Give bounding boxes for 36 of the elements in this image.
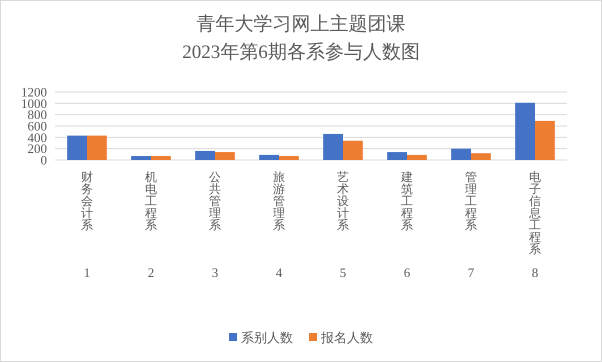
bar xyxy=(343,140,363,160)
bar xyxy=(67,136,87,160)
x-tick-label: 机电工程系 xyxy=(145,170,157,232)
x-tick-label: 旅游管理系 xyxy=(273,170,285,232)
text: 4 xyxy=(276,265,283,280)
text: 8 xyxy=(532,265,538,280)
x-tick-label: 电子信息工程系 xyxy=(528,170,541,256)
chart-subtitle: 2023年第6期各系参与人数图 xyxy=(182,42,420,63)
text: 6 xyxy=(404,265,411,280)
chart-title: 青年大学习网上主题团课 xyxy=(196,13,406,35)
text: 7 xyxy=(468,265,475,280)
x-tick-label: 财务会计系 xyxy=(81,170,93,232)
x-tick-label: 公共管理系 xyxy=(209,170,221,232)
legend-label: 报名人数 xyxy=(320,330,373,345)
text: 2 xyxy=(148,265,154,280)
bar xyxy=(279,156,299,160)
legend-label: 系别人数 xyxy=(241,330,293,345)
bar xyxy=(151,156,171,160)
bar xyxy=(387,152,407,160)
x-tick-label: 艺术设计系 xyxy=(337,170,349,232)
bar xyxy=(87,136,107,160)
bar xyxy=(451,148,471,160)
text: 1 xyxy=(84,265,90,280)
bar xyxy=(535,120,555,160)
bar xyxy=(215,152,235,160)
x-tick-label: 建筑工程系 xyxy=(400,170,413,232)
bar xyxy=(259,154,279,160)
bar xyxy=(407,154,427,160)
x-tick-label: 管理工程系 xyxy=(465,170,477,232)
bar xyxy=(471,153,491,160)
bar xyxy=(515,102,535,160)
bar xyxy=(323,134,343,160)
text: 3 xyxy=(212,265,218,280)
text: 5 xyxy=(340,265,346,280)
bar xyxy=(131,156,151,160)
bar xyxy=(195,150,215,160)
